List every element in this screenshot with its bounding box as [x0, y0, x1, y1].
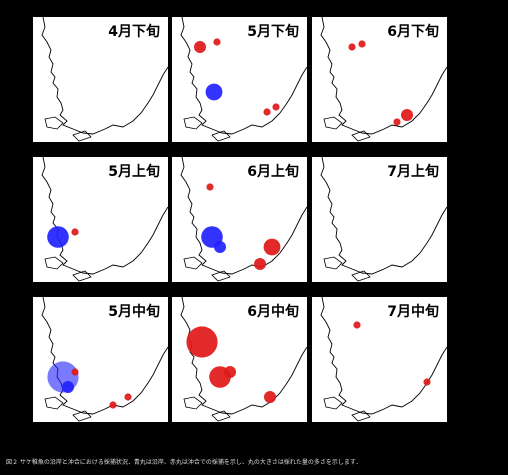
coastline — [320, 297, 447, 415]
map-background — [33, 157, 168, 282]
offshore-catch-marker — [263, 238, 281, 256]
map-background — [312, 17, 447, 142]
coastline-inlet — [323, 396, 371, 422]
coastline-inlet — [183, 256, 231, 282]
panel-title: 7月上旬 — [387, 164, 439, 180]
coastline — [180, 17, 307, 135]
coastline — [180, 157, 307, 275]
coastline-inlet — [44, 116, 92, 142]
panel-title: 5月下旬 — [247, 24, 299, 40]
map-svg — [172, 297, 307, 422]
panel-title: 7月中旬 — [387, 304, 439, 320]
offshore-catch-marker — [358, 40, 366, 48]
map-background — [172, 297, 307, 422]
map-svg — [312, 17, 447, 142]
panel-title: 6月上旬 — [247, 164, 299, 180]
map-panel: 6月上旬 — [172, 157, 307, 282]
offshore-catch-marker — [272, 103, 280, 111]
coastline — [320, 157, 447, 275]
map-panel: 5月下旬 — [172, 17, 307, 142]
coastline-inlet — [44, 396, 92, 422]
offshore-catch-marker — [186, 326, 218, 358]
map-panel: 6月下旬 — [312, 17, 447, 142]
map-background — [172, 17, 307, 142]
offshore-catch-marker — [264, 391, 276, 403]
coastline-inlet — [183, 116, 231, 142]
coastline-inlet — [323, 116, 371, 142]
offshore-catch-marker — [353, 321, 361, 329]
panel-title: 5月上旬 — [108, 164, 160, 180]
offshore-catch-marker — [71, 228, 79, 236]
offshore-catch-marker — [124, 393, 132, 401]
map-background — [312, 297, 447, 422]
coastline — [320, 17, 447, 135]
offshore-catch-marker — [224, 366, 236, 378]
map-background — [33, 17, 168, 142]
map-panel: 7月上旬 — [312, 157, 447, 282]
offshore-catch-marker — [194, 41, 206, 53]
map-background — [172, 157, 307, 282]
offshore-catch-marker — [71, 368, 79, 376]
offshore-catch-marker — [206, 183, 214, 191]
coastline-inlet — [323, 256, 371, 282]
map-svg — [312, 297, 447, 422]
offshore-catch-marker — [213, 38, 221, 46]
map-svg — [33, 297, 168, 422]
map-svg — [312, 157, 447, 282]
panel-title: 4月下旬 — [108, 24, 160, 40]
map-panel: 5月中旬 — [33, 297, 168, 422]
offshore-catch-marker — [393, 118, 401, 126]
coastal-catch-marker — [47, 226, 69, 248]
coastline-inlet — [183, 396, 231, 422]
coastline — [41, 157, 168, 275]
offshore-catch-marker — [401, 109, 413, 121]
coastline — [41, 297, 168, 415]
panel-title: 5月中旬 — [108, 304, 160, 320]
map-svg — [172, 17, 307, 142]
panel-title: 6月中旬 — [247, 304, 299, 320]
map-panel: 6月中旬 — [172, 297, 307, 422]
coastline-inlet — [44, 256, 92, 282]
coastal-catch-marker — [214, 241, 226, 253]
offshore-catch-marker — [423, 378, 431, 386]
offshore-catch-marker — [263, 108, 271, 116]
map-svg — [33, 17, 168, 142]
figure-caption: 図２ サケ稚魚の沿岸と沖合における採捕状況．青丸は沿岸、赤丸は沖合での採捕を示し… — [6, 459, 362, 466]
map-background — [312, 157, 447, 282]
offshore-catch-marker — [254, 258, 266, 270]
map-panel: 5月上旬 — [33, 157, 168, 282]
map-background — [33, 297, 168, 422]
coastal-catch-marker — [205, 83, 223, 101]
map-panel: 4月下旬 — [33, 17, 168, 142]
offshore-catch-marker — [348, 43, 356, 51]
coastal-catch-marker — [62, 381, 74, 393]
coastline — [41, 17, 168, 135]
map-panel: 7月中旬 — [312, 297, 447, 422]
offshore-catch-marker — [109, 401, 117, 409]
panel-title: 6月下旬 — [387, 24, 439, 40]
map-svg — [33, 157, 168, 282]
map-svg — [172, 157, 307, 282]
